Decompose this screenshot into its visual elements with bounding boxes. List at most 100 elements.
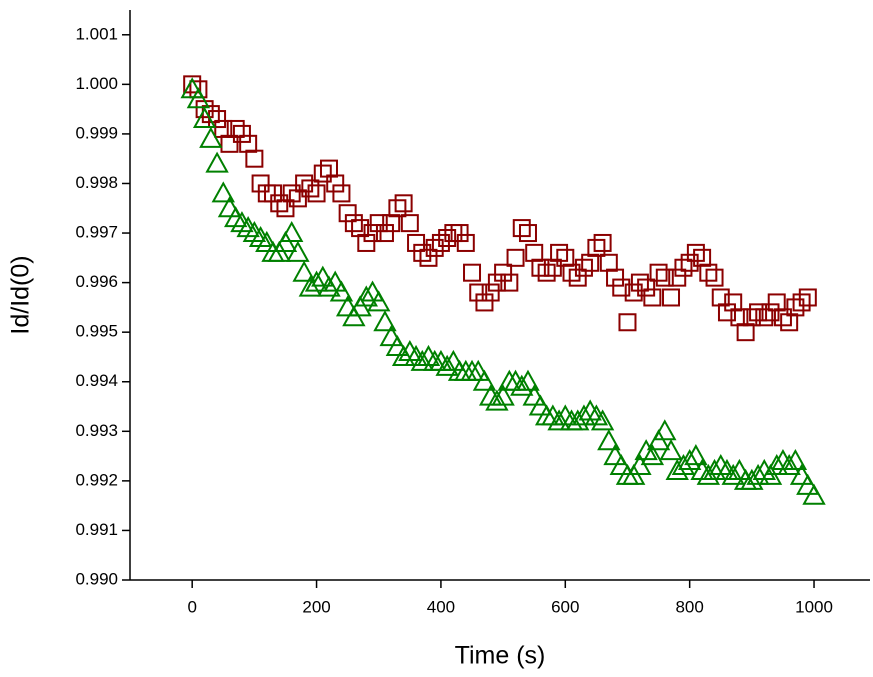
square-marker xyxy=(226,119,245,138)
square-marker xyxy=(251,174,270,193)
square-marker xyxy=(767,293,786,312)
square-marker xyxy=(245,149,264,168)
square-marker xyxy=(599,253,618,272)
triangle-marker xyxy=(702,458,727,480)
triangle-marker xyxy=(304,270,329,292)
square-marker xyxy=(537,263,556,282)
square-marker xyxy=(257,184,276,203)
square-marker xyxy=(382,214,401,233)
square-marker xyxy=(369,214,388,233)
square-marker xyxy=(749,303,768,322)
square-marker xyxy=(662,288,681,307)
y-axis-title: Id/Id(0) xyxy=(7,255,35,334)
y-tick-label: 0.997 xyxy=(75,223,118,242)
square-marker xyxy=(649,263,668,282)
square-marker xyxy=(338,204,357,223)
triangle-marker xyxy=(485,389,509,411)
triangle-marker xyxy=(354,285,379,307)
square-marker xyxy=(618,313,637,332)
square-marker xyxy=(612,278,631,297)
y-tick-label: 0.996 xyxy=(75,272,118,291)
square-marker xyxy=(425,238,444,257)
square-marker xyxy=(643,288,662,307)
square-marker xyxy=(736,323,755,342)
square-marker xyxy=(705,268,724,287)
triangle-marker xyxy=(192,106,217,129)
triangle-marker xyxy=(609,453,633,475)
y-tick-label: 1.001 xyxy=(75,24,118,43)
square-marker xyxy=(674,258,693,277)
y-tick-label: 0.998 xyxy=(75,173,118,192)
square-marker xyxy=(419,248,438,267)
triangle-marker xyxy=(367,290,391,312)
square-marker xyxy=(444,224,463,243)
square-marker xyxy=(282,184,301,203)
square-marker xyxy=(456,233,475,252)
square-marker xyxy=(239,134,258,153)
square-marker xyxy=(307,184,326,203)
x-tick-label: 0 xyxy=(187,597,196,616)
triangle-marker xyxy=(410,349,434,371)
triangle-marker xyxy=(186,87,211,109)
square-marker xyxy=(351,219,370,238)
triangle-marker xyxy=(572,404,596,426)
triangle-marker xyxy=(777,453,801,475)
square-marker xyxy=(214,119,233,138)
square-marker xyxy=(500,273,519,292)
square-marker xyxy=(730,308,749,327)
square-marker xyxy=(512,219,531,238)
square-marker xyxy=(798,288,817,307)
triangle-marker xyxy=(199,126,223,148)
square-marker xyxy=(431,233,450,252)
square-marker xyxy=(481,283,500,302)
triangle-marker xyxy=(311,265,335,287)
square-marker xyxy=(550,243,569,262)
y-tick-label: 0.992 xyxy=(75,470,118,489)
square-marker xyxy=(319,159,338,178)
triangle-marker xyxy=(441,349,466,371)
square-marker xyxy=(693,248,712,267)
triangle-marker xyxy=(659,439,683,461)
square-marker xyxy=(494,263,513,282)
square-marker xyxy=(469,283,488,302)
y-tick-label: 0.993 xyxy=(75,421,118,440)
square-marker xyxy=(463,263,482,282)
triangle-marker xyxy=(522,384,546,406)
square-marker xyxy=(270,194,289,213)
square-marker xyxy=(686,243,705,262)
square-marker xyxy=(568,268,587,287)
triangle-marker xyxy=(279,220,304,243)
triangle-marker xyxy=(385,334,410,357)
triangle-marker xyxy=(286,240,310,262)
triangle-marker xyxy=(590,409,615,431)
triangle-marker xyxy=(653,419,677,441)
square-marker xyxy=(450,224,469,243)
triangle-marker xyxy=(765,453,789,475)
square-marker xyxy=(326,174,345,193)
square-marker xyxy=(264,184,283,203)
triangle-marker xyxy=(317,275,341,297)
triangle-marker xyxy=(379,325,403,347)
square-marker xyxy=(407,233,426,252)
triangle-marker xyxy=(435,354,459,376)
square-marker xyxy=(332,184,351,203)
square-marker xyxy=(232,124,251,143)
x-tick-label: 200 xyxy=(302,597,330,616)
square-marker xyxy=(655,268,674,287)
square-marker xyxy=(587,238,606,257)
square-marker xyxy=(313,164,332,183)
triangle-marker xyxy=(597,429,621,451)
x-axis-title: Time (s) xyxy=(455,642,546,670)
triangle-marker xyxy=(391,344,416,366)
square-marker xyxy=(525,243,544,262)
triangle-marker xyxy=(516,369,540,391)
square-marker xyxy=(711,288,730,307)
triangle-marker xyxy=(677,448,702,471)
triangle-marker xyxy=(205,151,229,173)
square-marker xyxy=(786,298,805,317)
x-tick-label: 800 xyxy=(675,597,703,616)
square-marker xyxy=(761,303,780,322)
square-marker xyxy=(276,199,295,218)
square-marker xyxy=(301,179,320,198)
square-marker xyxy=(288,189,307,208)
